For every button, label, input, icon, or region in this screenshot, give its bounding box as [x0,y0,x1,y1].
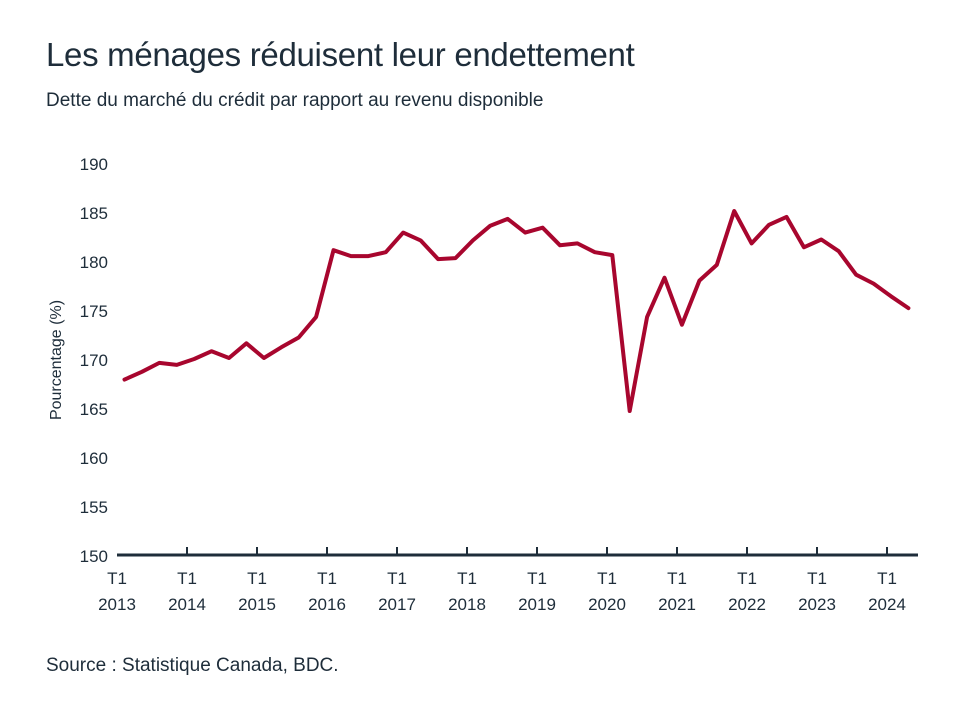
y-tick-label: 160 [80,449,108,468]
y-tick-label: 190 [80,155,108,174]
x-tick-quarter: T1 [247,569,267,588]
y-axis-label: Pourcentage (%) [48,300,65,420]
x-tick-year: 2018 [448,595,486,614]
y-tick-label: 155 [80,498,108,517]
x-tick-quarter: T1 [527,569,547,588]
series-line [122,209,911,413]
x-tick-year: 2017 [378,595,416,614]
x-tick-year: 2015 [238,595,276,614]
x-tick-quarter: T1 [387,569,407,588]
x-tick-year: 2022 [728,595,766,614]
x-tick-year: 2021 [658,595,696,614]
x-tick-quarter: T1 [317,569,337,588]
x-tick-quarter: T1 [807,569,827,588]
x-tick-quarter: T1 [877,569,897,588]
x-tick-year: 2019 [518,595,556,614]
x-tick-year: 2023 [798,595,836,614]
x-tick-year: 2016 [308,595,346,614]
chart-title: Les ménages réduisent leur endettement [46,36,635,73]
x-tick-year: 2024 [868,595,906,614]
x-tick-quarter: T1 [457,569,477,588]
x-tick-quarter: T1 [107,569,127,588]
x-tick-quarter: T1 [177,569,197,588]
x-tick-year: 2020 [588,595,626,614]
x-tick-quarter: T1 [737,569,757,588]
y-tick-label: 150 [80,547,108,566]
y-tick-label: 180 [80,253,108,272]
y-tick-label: 175 [80,302,108,321]
y-tick-label: 170 [80,351,108,370]
x-tick-quarter: T1 [597,569,617,588]
y-tick-label: 165 [80,400,108,419]
y-tick-label: 185 [80,204,108,223]
x-tick-year: 2014 [168,595,206,614]
source-note: Source : Statistique Canada, BDC. [46,655,339,676]
x-tick-year: 2013 [98,595,136,614]
x-tick-quarter: T1 [667,569,687,588]
chart-subtitle: Dette du marché du crédit par rapport au… [46,90,544,111]
